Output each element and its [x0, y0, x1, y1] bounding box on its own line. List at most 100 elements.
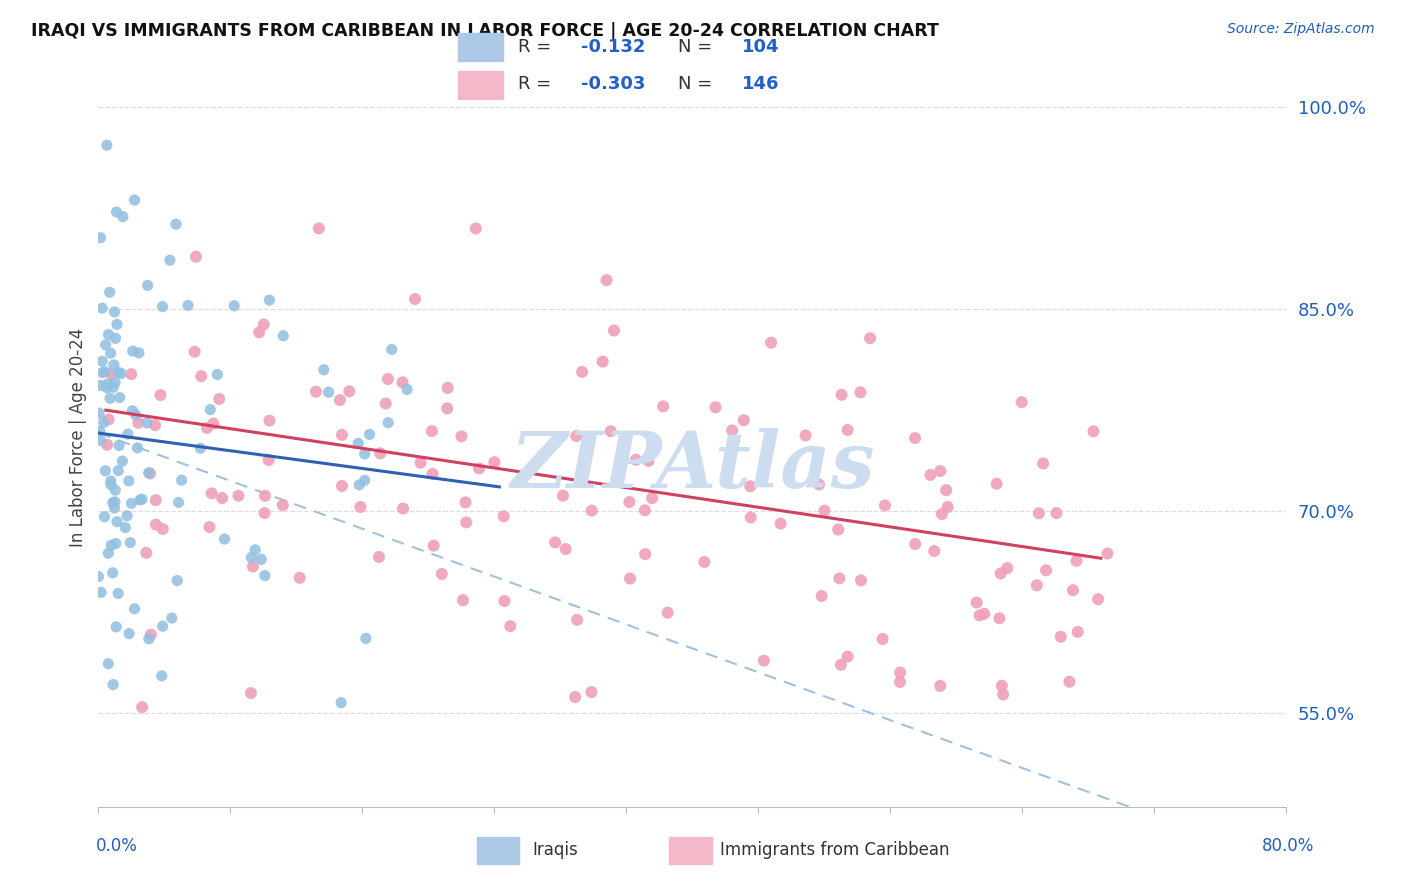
- Point: [849, 385, 872, 400]
- Point: [97, 327, 120, 342]
- Point: [108, 438, 131, 452]
- Point: [118, 626, 141, 640]
- Point: [986, 476, 1008, 491]
- Point: [94, 464, 117, 478]
- Point: [100, 474, 122, 488]
- Point: [105, 318, 128, 332]
- Point: [859, 331, 882, 345]
- Text: N =: N =: [678, 75, 718, 93]
- Point: [374, 396, 396, 410]
- Point: [184, 250, 207, 264]
- Point: [97, 546, 120, 560]
- Point: [422, 539, 444, 553]
- Point: [167, 495, 190, 509]
- Point: [1083, 425, 1105, 439]
- Point: [100, 367, 122, 381]
- Point: [131, 700, 153, 714]
- Point: [454, 495, 477, 509]
- Point: [353, 447, 375, 461]
- Point: [924, 544, 946, 558]
- Point: [152, 300, 174, 314]
- Point: [239, 686, 262, 700]
- Point: [250, 552, 273, 566]
- Point: [1011, 395, 1033, 409]
- Point: [436, 381, 458, 395]
- Point: [211, 491, 233, 505]
- Point: [90, 585, 112, 599]
- Point: [349, 478, 371, 492]
- Point: [492, 509, 515, 524]
- Point: [271, 329, 294, 343]
- Point: [752, 654, 775, 668]
- Point: [969, 608, 991, 623]
- Point: [931, 507, 953, 521]
- Y-axis label: In Labor Force | Age 20-24: In Labor Force | Age 20-24: [69, 327, 87, 547]
- Point: [198, 520, 221, 534]
- Point: [337, 384, 360, 399]
- Point: [464, 221, 486, 235]
- Point: [920, 467, 942, 482]
- Point: [353, 474, 375, 488]
- Point: [935, 483, 957, 498]
- Point: [107, 464, 129, 478]
- Point: [91, 354, 114, 368]
- Point: [544, 535, 567, 549]
- Point: [889, 665, 911, 680]
- Point: [160, 611, 183, 625]
- Point: [436, 401, 458, 416]
- Point: [641, 491, 664, 506]
- Point: [124, 408, 146, 422]
- Point: [111, 454, 134, 468]
- Point: [103, 501, 125, 516]
- Text: 80.0%: 80.0%: [1263, 837, 1315, 855]
- Point: [89, 378, 111, 392]
- Point: [259, 293, 281, 307]
- Point: [494, 594, 516, 608]
- Point: [110, 367, 132, 381]
- Point: [87, 569, 110, 583]
- Text: 0.0%: 0.0%: [96, 837, 138, 855]
- Point: [740, 510, 762, 524]
- Point: [145, 493, 167, 508]
- FancyBboxPatch shape: [458, 71, 503, 99]
- Point: [214, 532, 236, 546]
- Point: [1059, 674, 1081, 689]
- Point: [769, 516, 792, 531]
- Point: [120, 367, 142, 381]
- Text: N =: N =: [678, 38, 718, 56]
- Point: [104, 495, 127, 509]
- Point: [152, 522, 174, 536]
- Point: [104, 536, 127, 550]
- Point: [404, 292, 426, 306]
- Point: [1035, 563, 1057, 577]
- Point: [101, 566, 124, 580]
- Point: [1062, 583, 1084, 598]
- Point: [889, 674, 911, 689]
- Point: [253, 568, 276, 582]
- Point: [849, 574, 872, 588]
- Point: [991, 688, 1014, 702]
- Point: [103, 380, 125, 394]
- Point: [121, 404, 143, 418]
- Point: [201, 486, 224, 500]
- Point: [105, 205, 128, 219]
- Point: [98, 392, 121, 406]
- Point: [94, 338, 117, 352]
- Text: R =: R =: [517, 38, 557, 56]
- Point: [831, 388, 853, 402]
- Text: IRAQI VS IMMIGRANTS FROM CARIBBEAN IN LABOR FORCE | AGE 20-24 CORRELATION CHART: IRAQI VS IMMIGRANTS FROM CARIBBEAN IN LA…: [31, 22, 939, 40]
- Point: [991, 679, 1014, 693]
- Point: [308, 221, 330, 235]
- Text: ZIPAtlas: ZIPAtlas: [510, 428, 875, 505]
- Point: [128, 346, 150, 360]
- Point: [96, 138, 118, 153]
- Point: [127, 416, 149, 430]
- Point: [104, 376, 127, 390]
- Point: [288, 571, 311, 585]
- Point: [396, 383, 419, 397]
- Point: [224, 299, 246, 313]
- Point: [392, 501, 415, 516]
- Point: [259, 414, 281, 428]
- Point: [138, 632, 160, 646]
- Point: [138, 466, 160, 480]
